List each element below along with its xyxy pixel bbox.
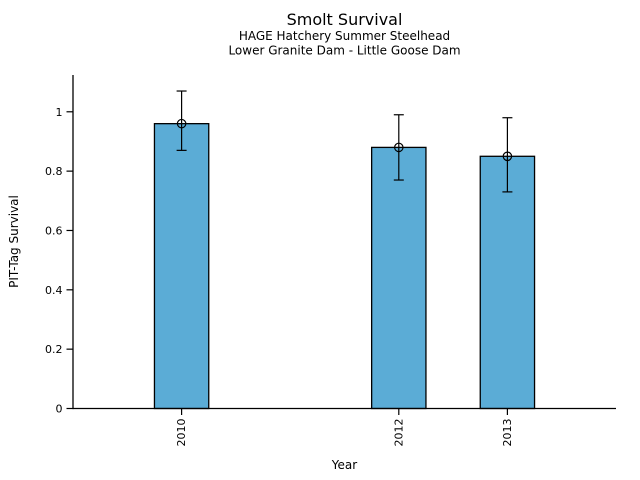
x-tick-label-2012: 2012 — [392, 419, 405, 447]
point-marker-2010 — [176, 118, 187, 129]
x-axis-label: Year — [331, 458, 357, 472]
y-tick-label-1: 1 — [56, 106, 63, 119]
chart-subtitle-line1: HAGE Hatchery Summer Steelhead — [239, 29, 450, 43]
bar-2013 — [479, 155, 536, 410]
chart-title: Smolt Survival — [287, 10, 403, 29]
y-tick-label-0.2: 0.2 — [45, 343, 63, 356]
y-tick-label-0.8: 0.8 — [45, 165, 63, 178]
point-marker-2013 — [502, 151, 513, 162]
y-tick-label-0: 0 — [56, 403, 63, 416]
bar-2010 — [153, 123, 210, 410]
x-tick-label-2013: 2013 — [501, 419, 514, 447]
point-marker-2012 — [393, 142, 404, 153]
y-tick-label-0.4: 0.4 — [45, 284, 63, 297]
plot-area: 0 0.2 0.4 0.6 0.8 1 2010 2012 2013 — [45, 75, 616, 447]
y-axis-label: PIT-Tag Survival — [7, 195, 21, 288]
chart-subtitle-line2: Lower Granite Dam - Little Goose Dam — [228, 44, 460, 58]
y-tick-label-0.6: 0.6 — [45, 224, 63, 237]
bar-2012 — [370, 146, 427, 410]
x-tick-label-2010: 2010 — [175, 419, 188, 447]
